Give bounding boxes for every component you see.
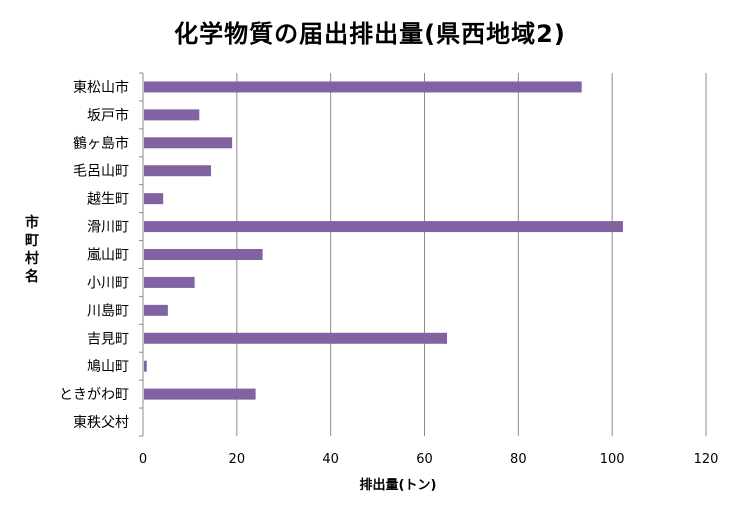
category-label: 川島町 bbox=[87, 303, 129, 319]
bar bbox=[144, 137, 233, 149]
bar bbox=[144, 249, 263, 260]
bar bbox=[144, 193, 164, 205]
category-label: 嵐山町 bbox=[87, 248, 129, 264]
category-label: 東松山市 bbox=[73, 79, 129, 96]
bar bbox=[144, 388, 256, 400]
y-axis-title-char: 市 bbox=[25, 215, 39, 231]
chart-title: 化学物質の届出排出量(県西地域2) bbox=[174, 20, 566, 48]
bar bbox=[144, 276, 195, 288]
bars bbox=[144, 81, 623, 400]
gridlines bbox=[236, 73, 707, 436]
x-tick-label: 20 bbox=[229, 452, 246, 467]
category-label: 毛呂山町 bbox=[73, 164, 129, 180]
x-tick-label: 80 bbox=[510, 452, 527, 467]
x-axis-title: 排出量(トン) bbox=[359, 478, 437, 493]
category-label: 滑川町 bbox=[87, 219, 129, 236]
bar bbox=[144, 221, 623, 233]
x-tick-label: 0 bbox=[139, 452, 147, 467]
x-tick-label: 100 bbox=[600, 452, 625, 467]
bar bbox=[144, 304, 168, 316]
category-label: 東秩父村 bbox=[73, 415, 129, 431]
y-axis-title-char: 名 bbox=[25, 269, 39, 285]
category-label: 越生町 bbox=[87, 192, 129, 208]
tick-labels: 0 20 40 60 80 100 120 東松山市坂戸市鶴ヶ島市毛呂山町越生町滑川町嵐山町小… bbox=[59, 79, 718, 467]
y-axis-title-char: 町 bbox=[25, 233, 39, 249]
category-label: 小川町 bbox=[87, 275, 129, 291]
category-label: 吉見町 bbox=[87, 331, 129, 347]
bar bbox=[144, 165, 212, 177]
bar bbox=[144, 109, 200, 121]
bar bbox=[144, 332, 448, 344]
bar bbox=[144, 81, 582, 93]
x-tick-label: 120 bbox=[694, 452, 719, 467]
y-axis-title: 市町村名 bbox=[22, 214, 42, 286]
category-label: 坂戸市 bbox=[87, 107, 129, 124]
bar bbox=[144, 360, 147, 372]
y-axis-title-char: 村 bbox=[25, 251, 39, 267]
axes bbox=[139, 72, 144, 437]
x-tick-label: 60 bbox=[416, 452, 433, 467]
category-label: ときがわ町 bbox=[59, 387, 129, 403]
category-label: 鳩山町 bbox=[87, 359, 129, 375]
x-tick-label: 40 bbox=[322, 452, 339, 467]
category-label: 鶴ヶ島市 bbox=[73, 135, 129, 152]
